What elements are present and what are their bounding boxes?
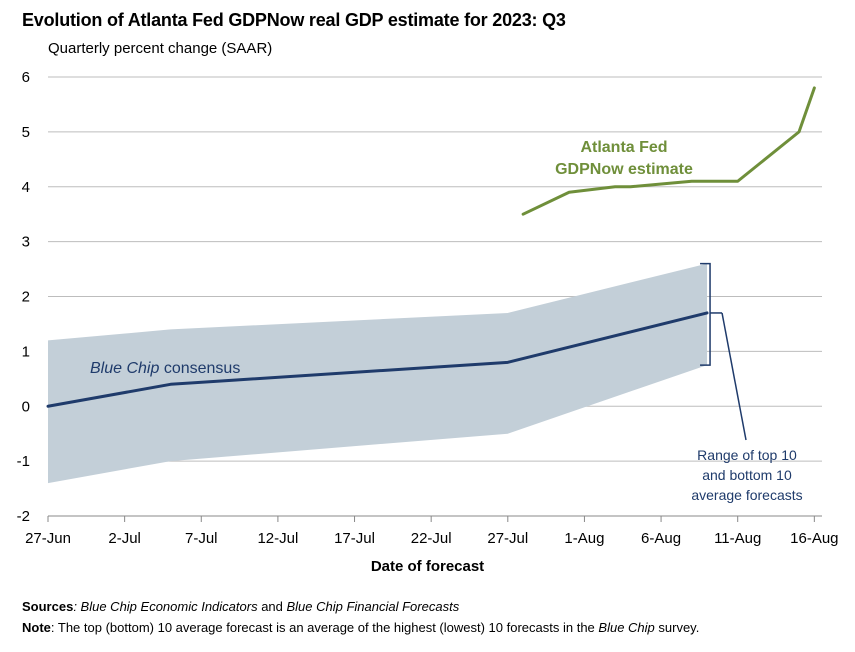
x-tick-label: 11-Aug <box>714 530 761 547</box>
x-tick-label: 16-Aug <box>790 530 838 547</box>
source-and: and <box>257 599 287 614</box>
x-tick-label: 27-Jul <box>487 530 528 547</box>
x-tick-label: 12-Jul <box>257 530 298 547</box>
sources-line: Sources: Blue Chip Economic Indicators a… <box>22 599 459 614</box>
y-tick-label: 6 <box>22 69 30 86</box>
sources-sep: : <box>73 599 81 614</box>
range-bracket <box>700 262 747 441</box>
x-tick-label: 17-Jul <box>334 530 375 547</box>
x-tick-label: 1-Aug <box>564 530 604 547</box>
pointer-line <box>721 312 747 441</box>
note-label: Note <box>22 620 51 635</box>
source-2: Blue Chip Financial Forecasts <box>286 599 460 614</box>
bluechip-label: Blue Chip consensus <box>90 360 240 377</box>
x-tick-label: 27-Jun <box>25 530 71 547</box>
note-line: Note: The top (bottom) 10 average foreca… <box>22 620 699 635</box>
y-tick-label: 2 <box>22 289 30 306</box>
note-text-1: : The top (bottom) 10 average forecast i… <box>50 620 599 635</box>
y-tick-label: -2 <box>17 508 30 525</box>
range-label-line1: Range of top 10 <box>697 447 797 463</box>
bluechip-line <box>46 311 709 408</box>
y-tick-label: 5 <box>22 124 30 141</box>
x-tick-label: 7-Jul <box>185 530 218 547</box>
annotations: Atlanta Fed GDPNow estimate Blue Chip co… <box>90 139 803 503</box>
range-label-line3: average forecasts <box>691 487 802 503</box>
x-tick-label: 2-Jul <box>108 530 141 547</box>
chart-title: Evolution of Atlanta Fed GDPNow real GDP… <box>22 10 566 30</box>
note-text-2: survey. <box>654 620 700 635</box>
range-area <box>48 263 708 484</box>
source-1: Blue Chip Economic Indicators <box>80 599 258 614</box>
gdpnow-line <box>521 86 816 216</box>
range-band <box>48 263 708 484</box>
y-tick-label: 0 <box>22 398 30 415</box>
x-axis-label: Date of forecast <box>370 558 485 575</box>
y-tick-label: -1 <box>17 453 30 470</box>
bluechip-label-rest: consensus <box>159 360 240 377</box>
y-tick-label: 4 <box>22 179 30 196</box>
y-tick-labels: 6 5 4 3 2 1 0 -1 -2 <box>17 69 30 525</box>
bluechip-label-italic: Blue Chip <box>90 360 159 377</box>
series-lines <box>46 86 816 408</box>
x-tick-labels: 27-Jun 2-Jul 7-Jul 12-Jul 17-Jul 22-Jul 27-Jul… <box>25 516 839 547</box>
bracket-shape <box>700 262 711 366</box>
sources-label: Sources <box>22 599 74 614</box>
y-tick-label: 1 <box>22 343 30 360</box>
gdpnow-label-line2: GDPNow estimate <box>555 161 693 178</box>
gdpnow-label-line1: Atlanta Fed <box>580 139 667 156</box>
note-italic: Blue Chip <box>598 620 655 635</box>
chart-subtitle: Quarterly percent change (SAAR) <box>48 40 273 57</box>
range-label-line2: and bottom 10 <box>702 467 792 483</box>
x-tick-label: 6-Aug <box>641 530 681 547</box>
y-tick-label: 3 <box>22 234 30 251</box>
x-tick-label: 22-Jul <box>411 530 452 547</box>
